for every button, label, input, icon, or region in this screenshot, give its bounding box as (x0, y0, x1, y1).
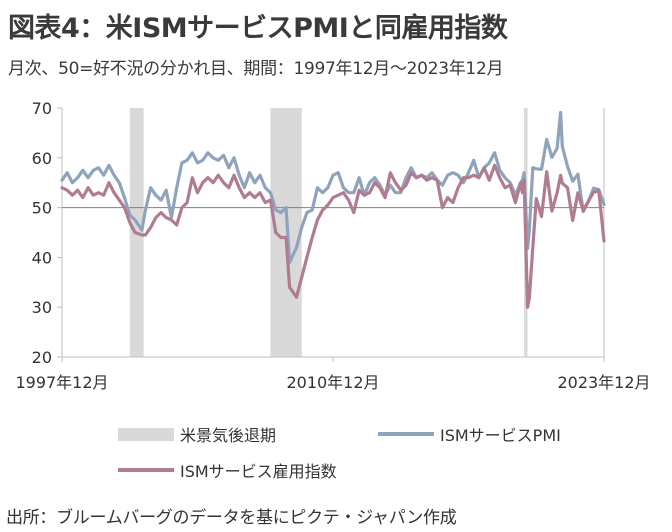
x-tick-label-2: 2010年12月 (286, 373, 379, 392)
y-tick-label-20: 20 (32, 348, 52, 367)
y-tick-label-40: 40 (32, 248, 52, 267)
y-tick-label-70: 70 (32, 99, 52, 118)
legend-item-recession: 米景気後退期 (118, 422, 276, 446)
legend-swatch-employment (118, 468, 174, 472)
y-tick-label-50: 50 (32, 199, 52, 218)
legend-item-pmi: ISMサービスPMI (378, 422, 561, 446)
legend-label-employment: ISMサービス雇用指数 (180, 462, 337, 481)
legend-label-recession: 米景気後退期 (180, 426, 277, 445)
legend-swatch-recession (118, 427, 174, 441)
chart-subtitle: 月次、50=好不況の分かれ目、期間：1997年12月～2023年12月 (8, 59, 504, 79)
x-tick-label-1: 1997年12月 (15, 373, 108, 392)
source-note: 出所：ブルームバーグのデータを基にピクテ・ジャパン作成 (6, 508, 457, 528)
legend-label-pmi: ISMサービスPMI (440, 426, 561, 445)
x-tick-label-3: 2023年12月 (557, 373, 650, 392)
y-tick-label-60: 60 (32, 149, 52, 168)
legend-item-employment: ISMサービス雇用指数 (118, 458, 337, 482)
series-line-employment (60, 163, 606, 309)
legend-swatch-pmi (378, 432, 434, 436)
chart-title: 図表4：米ISMサービスPMIと同雇用指数 (8, 13, 508, 44)
series-line-pmi (60, 110, 606, 264)
y-tick-label-30: 30 (32, 298, 52, 317)
